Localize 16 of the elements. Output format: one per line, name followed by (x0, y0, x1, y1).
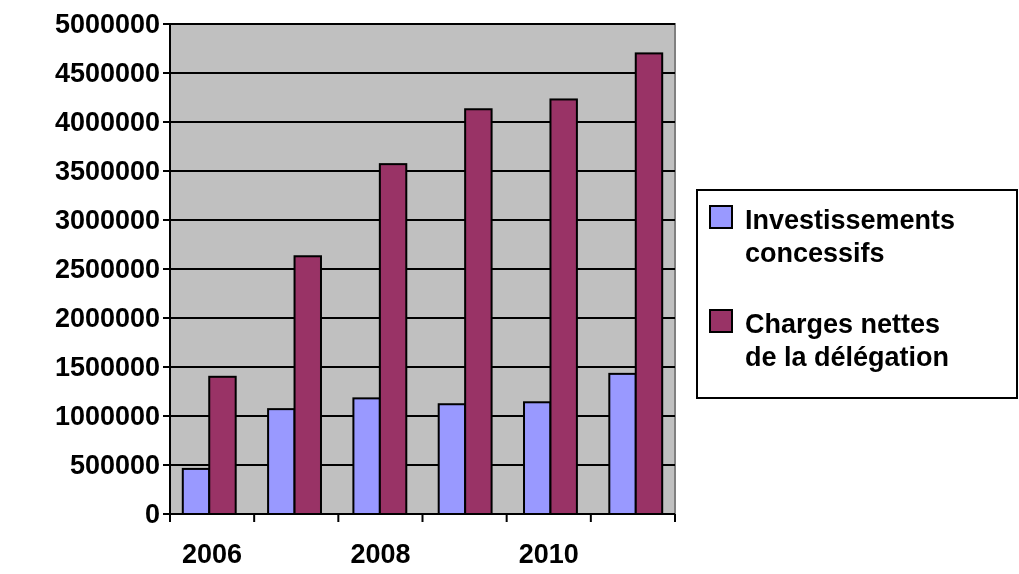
y-tick-label: 2000000 (54, 303, 160, 334)
y-tick-label: 4500000 (54, 58, 160, 89)
y-tick-label: 3000000 (54, 205, 160, 236)
legend-label: Investissements concessifs (745, 205, 956, 268)
y-tick-label: 4000000 (54, 107, 160, 138)
x-tick-label: 2010 (518, 539, 579, 569)
y-tick-label: 1000000 (54, 401, 160, 432)
y-tick-label: 500000 (69, 450, 160, 481)
y-tick-label: 2500000 (54, 254, 160, 285)
x-tick-label: 2006 (182, 539, 243, 569)
x-tick-label: 2008 (350, 539, 411, 569)
y-tick-label: 3500000 (54, 156, 160, 187)
legend-label: Charges nettes de la délégation (745, 309, 950, 372)
y-tick-label: 0 (144, 499, 160, 530)
y-tick-label: 5000000 (54, 9, 160, 40)
y-tick-label: 1500000 (54, 352, 160, 383)
